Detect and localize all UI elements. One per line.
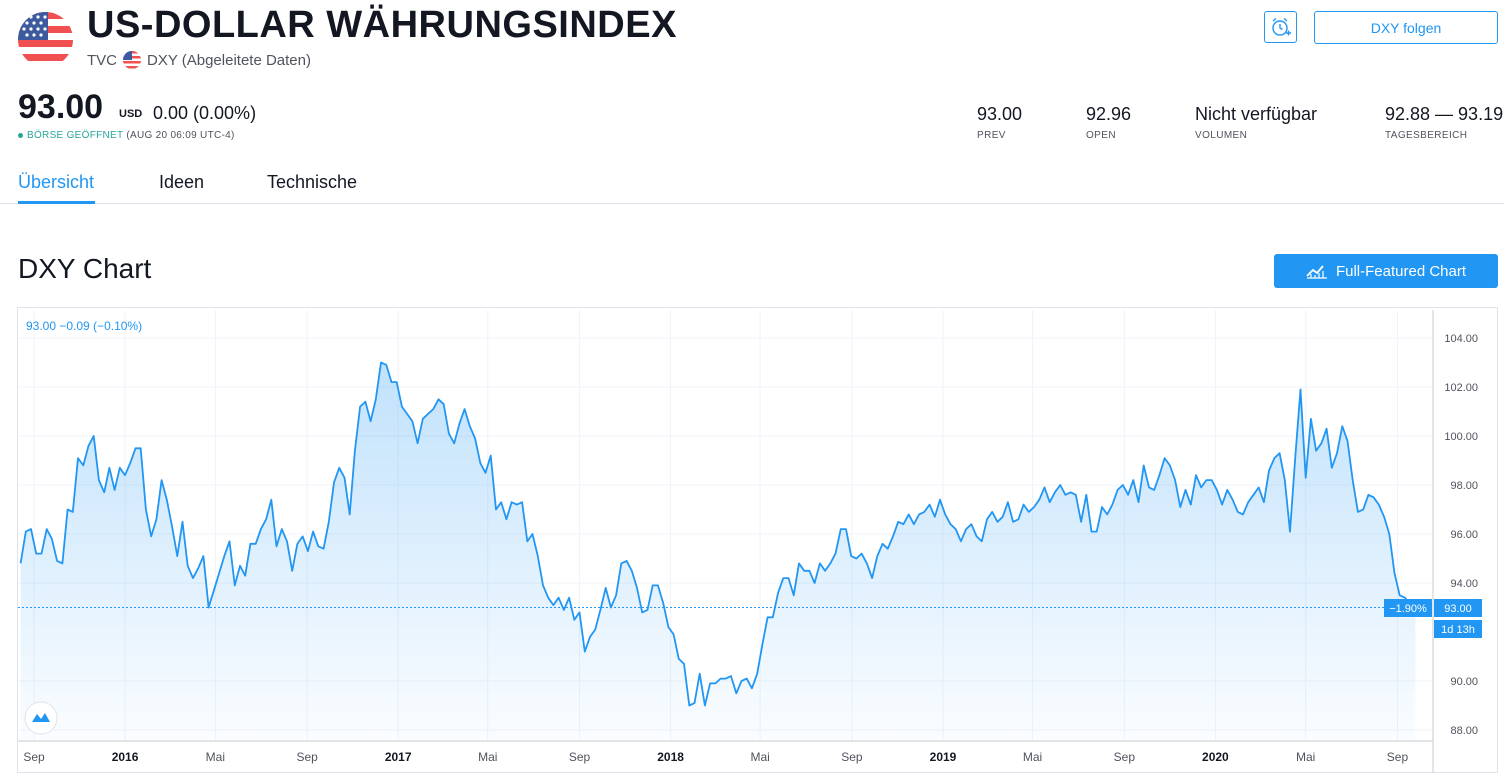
y-tick-label: 100.00 <box>1444 431 1478 443</box>
x-tick-label: Sep <box>841 750 863 764</box>
y-tick-label: 102.00 <box>1444 382 1478 394</box>
x-tick-label: Mai <box>1023 750 1042 764</box>
x-tick-label: Sep <box>296 750 318 764</box>
stat-prev-label: PREV <box>977 130 1006 141</box>
follow-button[interactable]: DXY folgen <box>1314 11 1498 44</box>
page-title: US-DOLLAR WÄHRUNGSINDEX <box>87 4 677 46</box>
x-tick-label: 2017 <box>385 750 412 764</box>
full-featured-chart-button[interactable]: Full-Featured Chart <box>1274 254 1498 288</box>
tabs-divider <box>0 203 1504 204</box>
tradingview-logo-icon[interactable] <box>24 701 58 735</box>
stat-volume-value: Nicht verfügbar <box>1195 104 1318 124</box>
pct-change-badge <box>1384 599 1432 617</box>
alarm-clock-plus-icon <box>1271 17 1291 36</box>
last-price-axis-label: 93.00 <box>1444 603 1472 615</box>
chart-frame[interactable] <box>17 307 1498 773</box>
x-tick-label: Sep <box>23 750 45 764</box>
last-price: 93.00 <box>18 88 104 126</box>
stat-prev-value: 93.00 <box>977 104 1023 124</box>
price-currency: USD <box>119 108 143 120</box>
market-open-label: BÖRSE GEÖFFNET <box>27 130 124 141</box>
stat-open-label: OPEN <box>1086 130 1116 141</box>
exchange-label: TVC <box>87 51 117 69</box>
us-flag-small-icon <box>123 51 141 69</box>
countdown-label: 1d 13h <box>1441 624 1475 636</box>
x-tick-label: Mai <box>206 750 225 764</box>
stat-volume-label: VOLUMEN <box>1195 130 1248 141</box>
alarm-button[interactable] <box>1264 11 1297 43</box>
full-featured-chart-label: Full-Featured Chart <box>1335 262 1467 280</box>
chart-legend: 93.00 −0.09 (−0.10%) <box>26 319 142 333</box>
y-tick-label: 94.00 <box>1450 578 1478 590</box>
chart-title: DXY Chart <box>18 253 152 284</box>
stat-dayrange-label: TAGESBEREICH <box>1385 130 1468 141</box>
x-tick-label: 2018 <box>657 750 684 764</box>
price-area <box>20 362 1416 741</box>
market-status: BÖRSE GEÖFFNET (AUG 20 06:09 UTC-4) <box>18 130 235 141</box>
y-tick-label: 104.00 <box>1444 333 1478 345</box>
x-tick-label: Sep <box>569 750 591 764</box>
tab-ideas[interactable]: Ideen <box>159 172 205 192</box>
pct-change-label: −1.90% <box>1389 603 1427 615</box>
price-change: 0.00 (0.00%) <box>153 103 257 123</box>
x-tick-label: Sep <box>1387 750 1409 764</box>
status-dot-icon <box>18 132 23 138</box>
x-tick-label: 2020 <box>1202 750 1229 764</box>
active-tab-indicator <box>18 201 95 204</box>
symbol-subline: TVC DXY (Abgeleitete Daten) <box>87 51 311 69</box>
countdown-badge <box>1434 620 1482 638</box>
x-tick-label: 2016 <box>112 750 139 764</box>
chart-line-icon <box>1306 265 1327 279</box>
tab-technicals[interactable]: Technische <box>267 172 358 192</box>
x-tick-label: Mai <box>478 750 497 764</box>
tab-overview[interactable]: Übersicht <box>18 172 95 192</box>
symbol-description: DXY (Abgeleitete Daten) <box>147 51 311 69</box>
y-tick-label: 98.00 <box>1450 480 1478 492</box>
y-tick-label: 90.00 <box>1450 676 1478 688</box>
stat-open-value: 92.96 <box>1086 104 1132 124</box>
price-line <box>19 361 1416 707</box>
y-tick-label: 88.00 <box>1450 725 1478 737</box>
x-tick-label: Mai <box>750 750 769 764</box>
stat-dayrange-value: 92.88 — 93.19 <box>1385 104 1504 124</box>
quote-timestamp: (AUG 20 06:09 UTC-4) <box>126 130 235 141</box>
x-tick-label: Mai <box>1296 750 1315 764</box>
x-tick-label: 2019 <box>930 750 957 764</box>
last-price-badge <box>1434 599 1482 617</box>
x-tick-label: Sep <box>1114 750 1136 764</box>
y-tick-label: 96.00 <box>1450 529 1478 541</box>
